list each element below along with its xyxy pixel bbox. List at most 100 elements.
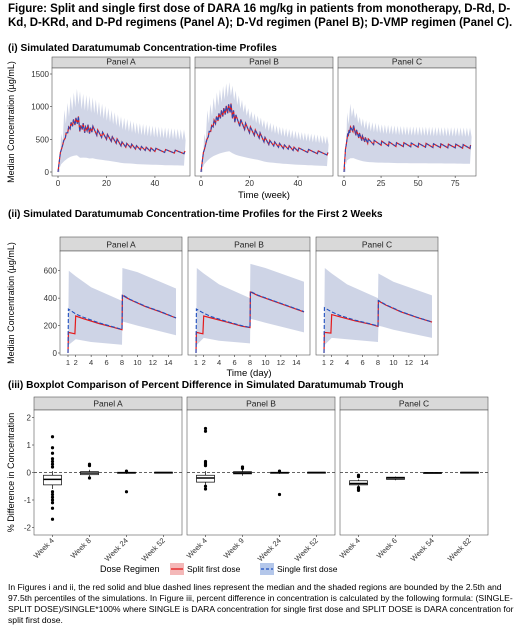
y-tick-label: 600 [44,267,58,276]
outlier-point [277,492,282,497]
x-tick-label: 12 [149,358,157,367]
x-tick-label: Week 52 [293,536,320,563]
y-tick-label: 2 [27,414,32,423]
panel-strip-label: Panel A [93,399,123,409]
median-line-split [200,103,329,173]
outlier-point [50,490,55,494]
y-axis-label: % Difference in Concentration [6,413,16,532]
outlier-point [50,495,55,499]
x-tick-label: 4 [89,358,93,367]
y-tick-label: 1500 [31,70,49,79]
panel-strip-label: Panel C [399,399,429,409]
x-tick-label: 12 [405,358,413,367]
x-tick-label: 50 [414,179,423,188]
outlier-point [50,457,55,461]
x-tick-label: 14 [292,358,300,367]
y-tick-label: 0 [53,349,58,358]
panel-strip-label: Panel B [246,399,276,409]
x-tick-label: 10 [133,358,141,367]
outlier-point [50,501,55,505]
outlier-point [50,465,55,469]
x-tick-label: 75 [451,179,460,188]
x-tick-label: 12 [277,358,285,367]
x-tick-label: 8 [120,358,124,367]
x-tick-label: 0 [199,179,204,188]
x-tick-label: Week 82 [446,536,473,563]
x-tick-label: 8 [248,358,252,367]
x-tick-label: Week 9 [222,536,246,560]
outlier-point [124,469,129,473]
panel-strip-label: Panel B [234,240,264,250]
outlier-point [356,488,361,492]
figure-title: Figure: Split and single first dose of D… [8,3,513,29]
x-tick-label: Week 54 [409,536,436,563]
median-line-single [67,293,177,354]
y-axis-label: Median Concentration (µg/mL) [6,242,16,364]
outlier-point [50,462,55,466]
y-tick-label: 400 [44,294,58,303]
outlier-point [240,465,245,469]
x-tick-label: Week 52 [140,536,167,563]
panel-strip-label: Panel A [106,57,136,67]
outlier-point [356,473,361,477]
x-tick-label: 8 [376,358,380,367]
outlier-point [203,484,208,488]
figure-caption: In Figures i and ii, the red solid and b… [8,582,514,625]
section-ii-heading: (ii) Simulated Daratumumab Concentration… [8,209,383,220]
x-tick-label: 25 [377,179,386,188]
x-tick-label: 4 [345,358,349,367]
median-line-single [343,125,472,173]
x-tick-label: 20 [102,179,111,188]
panel-strip-label: Panel A [106,240,136,250]
outlier-point [50,517,55,521]
x-tick-label: Week 24 [103,536,130,563]
section-i-heading: (i) Simulated Daratumumab Concentration-… [8,43,277,54]
legend-title: Dose Regimen [100,564,160,574]
y-tick-label: 200 [44,322,58,331]
x-tick-label: 2 [74,358,78,367]
x-tick-label: 0 [342,179,347,188]
x-tick-label: Week 4 [32,536,56,560]
x-tick-label: 1 [66,358,70,367]
outlier-point [50,446,55,450]
x-tick-label: 0 [56,179,61,188]
panel-strip-label: Panel B [249,57,279,67]
x-tick-label: 6 [104,358,108,367]
x-tick-label: Week 4 [338,536,362,560]
y-tick-label: 500 [36,135,50,144]
x-tick-label: 10 [261,358,269,367]
ci-ribbon [344,103,472,172]
x-tick-label: 1 [322,358,326,367]
median-line-single [195,290,305,354]
ci-ribbon [58,88,186,172]
x-tick-label: 40 [150,179,159,188]
outlier-point [50,451,55,455]
median-line-single [323,299,433,354]
x-tick-label: 4 [217,358,221,367]
x-tick-label: 2 [202,358,206,367]
outlier-point [50,435,55,439]
outlier-point [203,487,208,491]
outlier-point [50,498,55,502]
x-tick-label: 40 [293,179,302,188]
legend-label: Split first dose [187,564,241,574]
outlier-point [87,476,92,480]
x-tick-label: 6 [360,358,364,367]
outlier-point [50,506,55,510]
x-tick-label: Week 4 [185,536,209,560]
outlier-point [203,464,208,468]
x-tick-label: Week 8 [69,536,93,560]
outlier-point [277,469,282,473]
y-tick-label: 0 [45,168,50,177]
outlier-point [87,464,92,468]
x-tick-label: 1 [194,358,198,367]
x-tick-label: Week 6 [375,536,399,560]
x-tick-label: 20 [245,179,254,188]
x-tick-label: 2 [330,358,334,367]
x-tick-label: 14 [420,358,428,367]
outlier-point [203,429,208,433]
median-line-single [57,116,186,173]
panel-strip-label: Panel C [392,57,422,67]
outlier-point [50,492,55,497]
